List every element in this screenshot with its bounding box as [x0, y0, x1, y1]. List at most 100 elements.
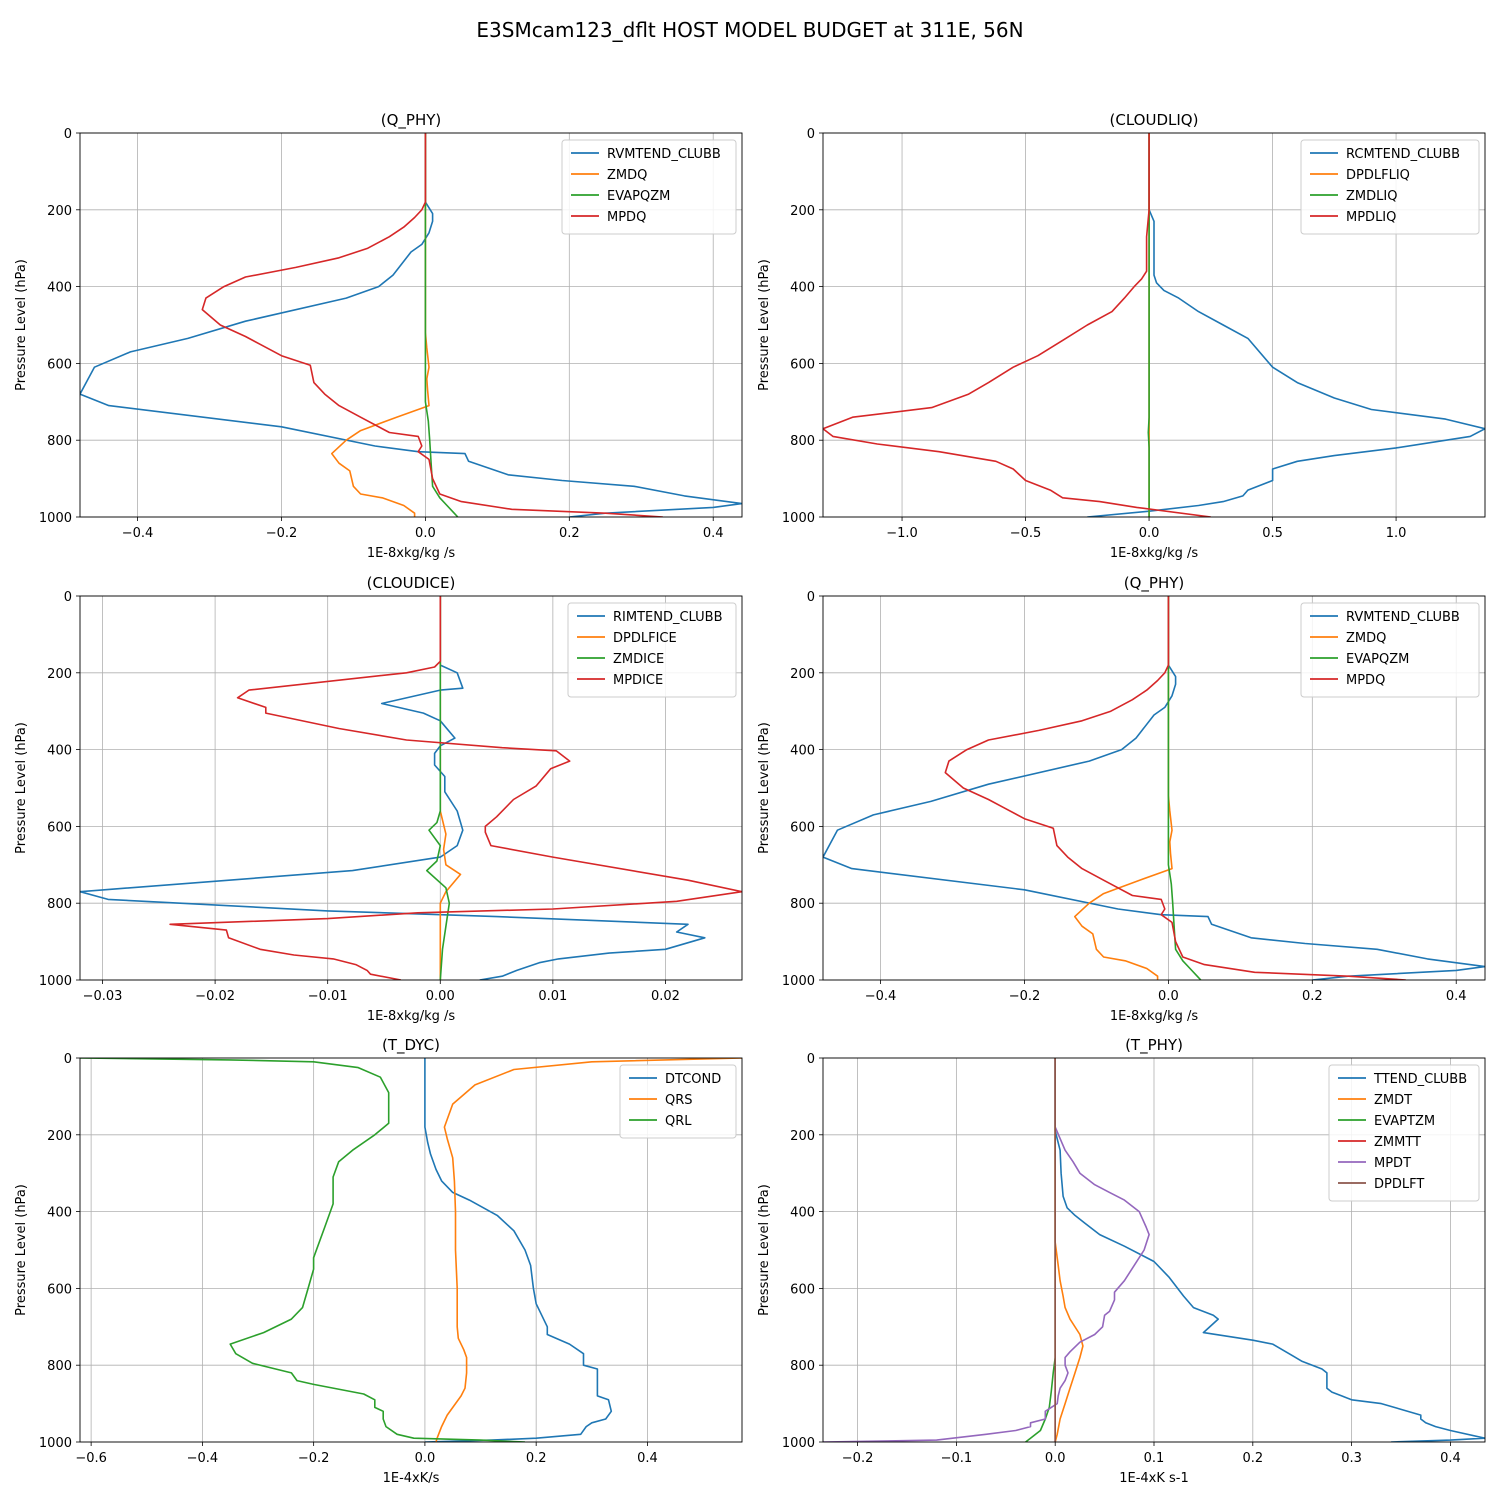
series-line-rcmtend_clubb [1087, 133, 1485, 517]
y-tick-label: 0 [807, 1052, 815, 1067]
series-line-evapqzm [1167, 596, 1202, 980]
series-line-evaptzm [1025, 1058, 1056, 1442]
y-tick-label: 600 [47, 1282, 72, 1297]
y-tick-label: 0 [64, 590, 72, 605]
legend-frame [567, 602, 737, 698]
chart-panel: −0.4 −0.2 0.0 0.2 0.4 0 200 400 600 800 1000 (Q_PHY… [14, 111, 743, 561]
series-line-mpdq [201, 133, 663, 517]
x-tick-label: −0.5 [1010, 526, 1042, 541]
y-tick-label: 800 [47, 1359, 72, 1374]
x-tick-label: 0.0 [1139, 526, 1160, 541]
legend-entry: ZMDICE [613, 652, 664, 667]
x-tick-label: 0.1 [1144, 1451, 1165, 1466]
legend-entry: QRS [665, 1093, 693, 1108]
legend-frame [1328, 1064, 1480, 1202]
axes-frame [79, 1057, 743, 1443]
x-tick-label: 0.02 [651, 989, 680, 1004]
y-tick-label: 400 [47, 1206, 72, 1221]
x-tick-label: 0.3 [1341, 1451, 1362, 1466]
series-group [80, 133, 742, 517]
x-tick-label: −0.03 [83, 989, 123, 1004]
series-line-rvmtend_clubb [823, 596, 1485, 980]
x-tick-label: 0.0 [1045, 1451, 1066, 1466]
series-line-mpdt [823, 1058, 1150, 1442]
legend-entry: RVMTEND_CLUBB [1346, 610, 1460, 625]
legend-entry: EVAPQZM [1346, 652, 1409, 667]
y-tick-label: 400 [790, 1206, 815, 1221]
y-tick-label: 800 [790, 1359, 815, 1374]
grid [80, 1057, 742, 1443]
x-tick-label: 0.4 [1440, 1451, 1461, 1466]
x-tick-label: 0.01 [538, 989, 567, 1004]
x-tick-label: 0.5 [1262, 526, 1283, 541]
x-axis-label: 1E-4xK/s [383, 1471, 440, 1486]
legend-entry: ZMDQ [1346, 631, 1386, 646]
axes-frame [822, 595, 1486, 981]
legend: TTEND_CLUBB ZMDT EVAPTZM ZMMTT MPDT DPDLFT [1328, 1064, 1480, 1202]
legend-entry: QRL [665, 1114, 692, 1129]
series-line-dtcond [424, 1058, 613, 1442]
x-tick-label: −0.1 [941, 1451, 973, 1466]
x-tick-label: 0.2 [559, 526, 580, 541]
series-group [823, 133, 1485, 517]
legend-frame [561, 139, 737, 235]
x-tick-label: 0.0 [415, 1451, 436, 1466]
y-tick-label: 200 [790, 204, 815, 219]
panel-title: (Q_PHY) [1124, 574, 1185, 593]
y-tick-label: 600 [790, 1282, 815, 1297]
legend-frame [1300, 602, 1480, 698]
y-tick-label: 600 [47, 820, 72, 835]
y-tick-label: 1000 [39, 974, 72, 989]
x-tick-label: −0.6 [75, 1451, 107, 1466]
x-tick-label: 0.00 [426, 989, 455, 1004]
y-tick-label: 400 [790, 744, 815, 759]
y-tick-label: 400 [47, 281, 72, 296]
y-axis-label: Pressure Level (hPa) [757, 722, 772, 854]
y-tick-label: 200 [47, 204, 72, 219]
series-line-zmdt [1054, 1058, 1084, 1442]
x-tick-label: −0.4 [865, 989, 897, 1004]
chart-panel: −0.4 −0.2 0.0 0.2 0.4 0 200 400 600 800 1000 (Q_PHY… [757, 574, 1486, 1024]
y-tick-label: 0 [807, 127, 815, 142]
y-tick-label: 1000 [782, 511, 815, 526]
x-tick-label: −0.2 [298, 1451, 330, 1466]
series-line-dpdlfice [439, 596, 462, 980]
series-group [80, 596, 742, 980]
panel-title: (T_DYC) [382, 1036, 440, 1055]
legend-entry: ZMMTT [1374, 1135, 1421, 1150]
figure-title: E3SMcam123_dflt HOST MODEL BUDGET at 311… [476, 18, 1023, 42]
axes-frame [822, 132, 1486, 518]
x-tick-label: −0.4 [187, 1451, 219, 1466]
x-tick-label: 0.4 [637, 1451, 658, 1466]
y-axis-label: Pressure Level (hPa) [14, 722, 29, 854]
axes-frame [79, 595, 743, 981]
x-tick-label: −0.2 [842, 1451, 874, 1466]
legend-entry: DPDLFICE [613, 631, 677, 646]
panel-title: (CLOUDLIQ) [1110, 111, 1199, 129]
series-line-mpdq [944, 596, 1406, 980]
legend-entry: RIMTEND_CLUBB [613, 610, 723, 625]
panel-title: (CLOUDICE) [367, 574, 456, 592]
y-tick-label: 800 [790, 897, 815, 912]
x-axis-label: 1E-4xK s-1 [1119, 1471, 1189, 1486]
y-tick-label: 200 [47, 1129, 72, 1144]
x-axis-label: 1E-8xkg/kg /s [1110, 1009, 1199, 1024]
legend: RVMTEND_CLUBB ZMDQ EVAPQZM MPDQ [561, 139, 737, 235]
series-line-qrl [80, 1058, 526, 1442]
y-tick-label: 200 [790, 1129, 815, 1144]
legend-entry: ZMDT [1374, 1093, 1412, 1108]
panel-title: (Q_PHY) [381, 111, 442, 130]
panels: −0.4 −0.2 0.0 0.2 0.4 0 200 400 600 800 1000 (Q_PHY… [14, 111, 1486, 1486]
y-tick-label: 200 [47, 667, 72, 682]
y-tick-label: 1000 [782, 1436, 815, 1451]
series-group [80, 1058, 742, 1442]
x-tick-label: 0.0 [415, 526, 436, 541]
x-tick-label: −0.4 [122, 526, 154, 541]
series-group [823, 596, 1485, 980]
chart-panel: −0.03 −0.02 −0.01 0.00 0.01 0.02 0 200 400 600 800… [14, 574, 743, 1024]
x-tick-label: −0.2 [266, 526, 298, 541]
x-tick-label: 0.2 [526, 1451, 547, 1466]
legend: RIMTEND_CLUBB DPDLFICE ZMDICE MPDICE [567, 602, 737, 698]
series-line-rimtend_clubb [80, 596, 706, 980]
